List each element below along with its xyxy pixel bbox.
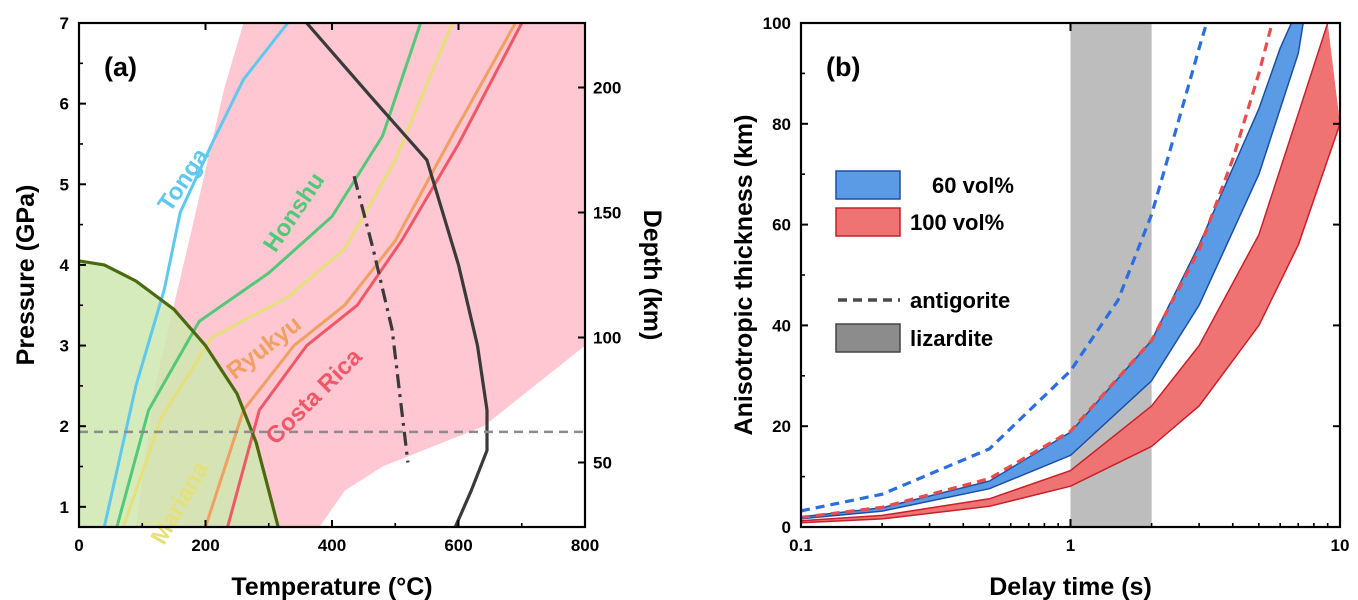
a-ytick-label: 1	[60, 498, 69, 517]
band-upper-0	[801, 23, 1293, 518]
b-ytick-label: 0	[782, 518, 791, 537]
legend-swatch-1	[835, 207, 901, 237]
a-y2label: Depth (km)	[638, 210, 666, 341]
band-lower-0	[801, 23, 1304, 520]
b-ytick-label: 100	[763, 14, 791, 33]
boundary-1	[352, 175, 410, 463]
a-ytick-label: 3	[60, 337, 69, 356]
legend-label-1: 100 vol%	[910, 210, 1004, 235]
a-y2tick-label: 100	[593, 328, 621, 347]
panel-b-plot	[801, 23, 1340, 527]
series-honshu	[115, 23, 423, 527]
dashed-line-0	[801, 23, 1209, 513]
b-xtick-label: 10	[1331, 536, 1350, 555]
a-y2tick-label: 150	[593, 204, 621, 223]
a-ytick-label: 5	[60, 175, 69, 194]
band-lower-1	[801, 123, 1340, 524]
dashed-line-1	[801, 23, 1274, 519]
a-xtick-label: 0	[74, 536, 83, 555]
band-upper-1	[801, 23, 1329, 522]
legend-label-3: lizardite	[910, 326, 993, 351]
a-ylabel: Pressure (GPa)	[12, 185, 40, 366]
b-xtick-label: 1	[1066, 536, 1075, 555]
band-fill-0	[801, 23, 1304, 519]
b-xtick-label: 0.1	[789, 536, 813, 555]
legend-swatch-3	[835, 323, 901, 353]
b-xlabel: Delay time (s)	[989, 573, 1152, 600]
region-0	[135, 23, 585, 527]
legend-label-0: 60 vol%	[932, 173, 1014, 198]
boundary-2	[79, 259, 280, 527]
a-ytick-label: 6	[60, 95, 69, 114]
b-ylabel: Anisotropic thickness (km)	[730, 115, 758, 436]
series-costa-rica	[226, 23, 524, 527]
panel-a-label: (a)	[104, 52, 137, 82]
a-xtick-label: 400	[318, 536, 346, 555]
series-mariana	[121, 23, 454, 527]
a-ytick-label: 7	[60, 14, 69, 33]
boundary-0	[305, 23, 489, 527]
a-y2tick-label: 200	[593, 79, 621, 98]
a-xlabel: Temperature (°C)	[231, 573, 432, 600]
a-xtick-label: 200	[191, 536, 219, 555]
a-y2tick-label: 50	[593, 453, 612, 472]
a-xtick-label: 600	[444, 536, 472, 555]
panel-b-label: (b)	[826, 52, 860, 82]
panel-a-plot	[79, 23, 585, 527]
a-xtick-label: 800	[571, 536, 599, 555]
b-ytick-label: 80	[772, 115, 791, 134]
b-ytick-label: 60	[772, 216, 791, 235]
b-ytick-label: 40	[772, 316, 791, 335]
legend-swatch-0	[835, 170, 901, 200]
legend-label-2: antigorite	[910, 288, 1010, 313]
series-tonga	[102, 23, 289, 527]
b-ytick-label: 20	[772, 417, 791, 436]
a-ytick-label: 2	[60, 417, 69, 436]
a-ytick-label: 4	[60, 256, 70, 275]
